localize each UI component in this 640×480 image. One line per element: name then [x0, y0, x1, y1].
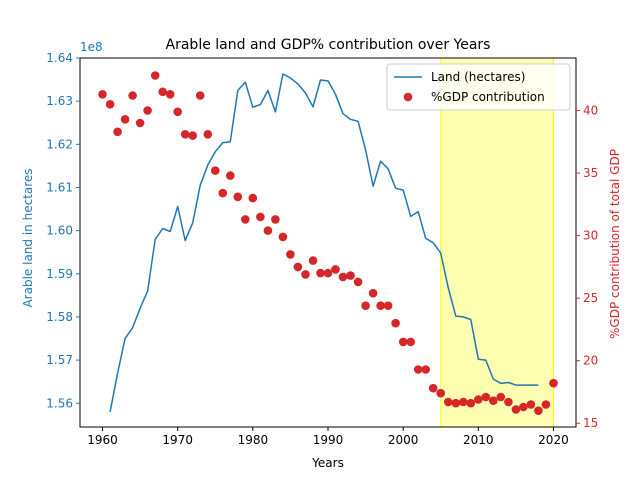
gdp-point [180, 130, 190, 139]
gdp-point [233, 192, 243, 202]
gdp-point [398, 337, 408, 347]
right-y-tick-label: 25 [583, 291, 598, 305]
gdp-point [368, 288, 378, 298]
gdp-point [241, 215, 250, 224]
gdp-point [361, 301, 370, 311]
gdp-point [98, 90, 107, 99]
gdp-point [376, 301, 385, 311]
legend-swatch-gdp [403, 92, 413, 102]
right-y-tick-label: 35 [583, 166, 598, 180]
gdp-point [511, 405, 521, 414]
x-tick-label: 1970 [162, 433, 193, 447]
gdp-point [173, 107, 182, 117]
gdp-point [541, 400, 551, 409]
gdp-point [451, 398, 461, 408]
gdp-point [120, 115, 130, 124]
gdp-point [526, 400, 536, 409]
gdp-point [308, 256, 318, 265]
left-y-tick-label: 1.64 [46, 51, 73, 65]
left-y-tick-label: 1.62 [46, 137, 73, 151]
gdp-point [105, 100, 115, 109]
x-tick-label: 1960 [87, 433, 118, 447]
gdp-point [466, 398, 476, 408]
legend: Land (hectares) %GDP contribution [386, 63, 571, 111]
gdp-point [338, 272, 348, 282]
gdp-point [413, 365, 423, 374]
right-y-tick-label: 15 [583, 416, 598, 430]
gdp-point [331, 265, 340, 274]
gdp-point [474, 395, 483, 404]
gdp-point [188, 131, 197, 140]
gdp-point [346, 271, 355, 280]
gdp-point [353, 277, 363, 287]
gdp-point [165, 90, 175, 99]
x-tick-label: 1990 [313, 433, 344, 447]
left-y-tick-label: 1.61 [46, 180, 73, 194]
gdp-point [481, 392, 491, 402]
left-y-tick-label: 1.57 [46, 353, 73, 367]
x-tick-label: 2020 [538, 433, 569, 447]
gdp-point [428, 383, 438, 393]
gdp-point [316, 268, 325, 278]
gdp-point [158, 87, 167, 97]
gdp-point [113, 127, 122, 137]
left-axis-multiplier: 1e8 [80, 40, 103, 54]
legend-label-gdp: %GDP contribution [431, 90, 545, 104]
gdp-point [128, 91, 137, 100]
left-y-tick-label: 1.60 [46, 224, 73, 238]
x-axis-label: Years [311, 456, 344, 470]
gdp-point [135, 118, 145, 128]
right-y-tick-label: 40 [583, 104, 598, 118]
gdp-point [286, 250, 295, 259]
gdp-point [278, 232, 288, 242]
right-y-tick-label: 20 [583, 354, 598, 368]
gdp-point [496, 392, 506, 402]
x-tick-label: 1980 [238, 433, 269, 447]
right-y-tick-label: 30 [583, 229, 598, 243]
gdp-point [218, 188, 228, 198]
gdp-point [271, 215, 280, 224]
gdp-point [256, 212, 265, 222]
highlight-span [440, 58, 554, 427]
right-y-axis-label: %GDP contribution of total GDP [608, 149, 622, 339]
gdp-point [406, 337, 416, 347]
left-y-tick-label: 1.58 [46, 310, 73, 324]
gdp-point [301, 270, 310, 279]
x-tick-label: 2000 [388, 433, 419, 447]
gdp-point [436, 388, 446, 398]
gdp-point [504, 397, 513, 407]
series-line-land [109, 73, 539, 413]
legend-box [386, 63, 571, 111]
plot-area [98, 58, 558, 427]
gdp-point [383, 301, 393, 311]
left-y-tick-label: 1.56 [46, 396, 73, 410]
left-y-tick-label: 1.63 [46, 94, 73, 108]
gdp-point [248, 193, 258, 203]
gdp-point [226, 171, 235, 180]
gdp-point [195, 91, 205, 100]
gdp-point [143, 106, 152, 115]
gdp-point [150, 71, 160, 80]
gdp-point [263, 226, 273, 235]
gdp-point [519, 402, 528, 412]
axes: 1960 1970 1980 1990 2000 2010 2020 1.56 1.57 1.58… [46, 51, 598, 447]
gdp-point [459, 397, 468, 407]
chart-title: Arable land and GDP% contribution over Y… [166, 37, 491, 53]
gdp-point [293, 262, 303, 272]
gdp-point [421, 365, 431, 374]
gdp-point [549, 378, 558, 388]
gdp-point [489, 396, 498, 406]
gdp-point [323, 268, 333, 278]
left-y-axis-label: Arable land in hectares [21, 168, 35, 307]
gdp-point [203, 130, 213, 139]
gdp-point [443, 397, 453, 407]
left-y-tick-label: 1.59 [46, 267, 73, 281]
gdp-point [391, 318, 400, 328]
legend-label-land: Land (hectares) [431, 70, 525, 84]
gdp-point [211, 166, 220, 175]
gdp-point [534, 406, 543, 416]
x-tick-label: 2010 [463, 433, 494, 447]
